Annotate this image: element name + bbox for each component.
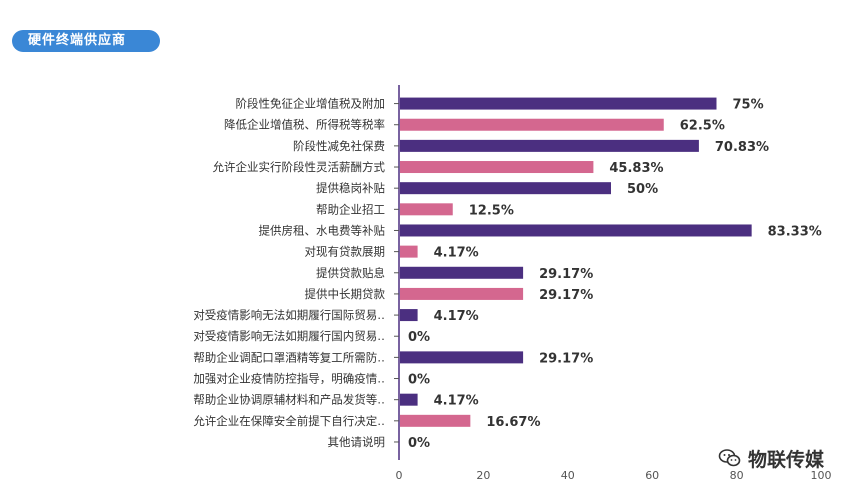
bar (400, 182, 611, 195)
value-label: 4.17% (434, 394, 479, 409)
category-label: 其他请说明 (328, 435, 386, 449)
value-label: 0% (408, 330, 430, 345)
x-tick-label: 80 (730, 469, 744, 482)
value-label: 70.83% (715, 140, 769, 155)
category-label: 阶段性减免社保费 (293, 139, 385, 153)
category-label: 对受疫情影响无法如期履行国际贸易‥ (193, 308, 385, 322)
bar (400, 351, 524, 364)
category-label: 帮助企业协调原辅材料和产品发货等‥ (193, 393, 385, 407)
value-label: 4.17% (434, 246, 479, 261)
bar (400, 203, 453, 216)
bar (400, 287, 524, 300)
bar (400, 309, 418, 322)
value-label: 50% (627, 182, 658, 197)
category-label: 对现有贷款展期 (305, 245, 386, 259)
value-label: 0% (408, 373, 430, 388)
bar (400, 161, 594, 174)
category-label: 帮助企业招工 (316, 202, 385, 216)
category-label: 阶段性免征企业增值税及附加 (236, 97, 386, 111)
x-tick-label: 100 (811, 469, 832, 482)
value-label: 29.17% (539, 351, 593, 366)
category-label: 允许企业在保障安全前提下自行决定‥ (193, 414, 385, 428)
value-label: 29.17% (539, 288, 593, 303)
wechat-icon (718, 449, 741, 467)
x-tick-label: 0 (396, 469, 403, 482)
category-label: 提供稳岗补贴 (316, 181, 385, 195)
category-label: 降低企业增值税、所得税等税率 (224, 118, 385, 132)
value-label: 45.83% (609, 161, 663, 176)
value-label: 29.17% (539, 267, 593, 282)
x-tick-label: 40 (561, 469, 575, 482)
category-label: 提供中长期贷款 (305, 287, 386, 301)
value-label: 62.5% (680, 119, 725, 134)
category-label: 提供贷款贴息 (316, 266, 385, 280)
bar (400, 97, 717, 110)
bar (400, 393, 418, 406)
value-label: 83.33% (768, 224, 822, 239)
bar (400, 118, 664, 131)
category-label: 允许企业实行阶段性灵活薪酬方式 (213, 160, 386, 174)
value-label: 4.17% (434, 309, 479, 324)
category-label: 提供房租、水电费等补贴 (259, 223, 386, 237)
bar (400, 224, 752, 237)
chart-title-badge: 硬件终端供应商 (12, 30, 160, 52)
bar (400, 414, 471, 427)
category-label: 帮助企业调配口罩酒精等复工所需防‥ (193, 350, 385, 364)
bar (400, 139, 699, 152)
x-tick-label: 60 (645, 469, 659, 482)
watermark-text: 物联传媒 (748, 448, 825, 471)
value-label: 75% (733, 98, 764, 113)
value-label: 0% (408, 436, 430, 451)
category-label: 对受疫情影响无法如期履行国内贸易‥ (193, 329, 385, 343)
category-label: 加强对企业疫情防控指导，明确疫情‥ (193, 372, 385, 386)
value-label: 12.5% (469, 203, 514, 218)
x-tick-label: 20 (476, 469, 490, 482)
value-label: 16.67% (486, 415, 540, 430)
bar (400, 245, 418, 258)
watermark: 物联传媒 (718, 443, 824, 473)
bar (400, 266, 524, 279)
